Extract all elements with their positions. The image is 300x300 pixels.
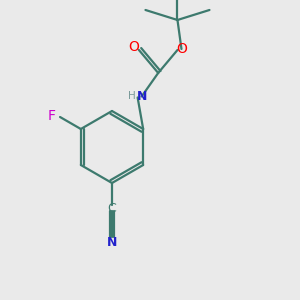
Text: N: N (107, 236, 117, 250)
Text: H: H (128, 92, 136, 101)
Text: O: O (128, 40, 139, 54)
Text: F: F (48, 109, 56, 123)
Text: C: C (108, 202, 116, 214)
Text: O: O (176, 42, 187, 56)
Text: N: N (136, 90, 147, 103)
